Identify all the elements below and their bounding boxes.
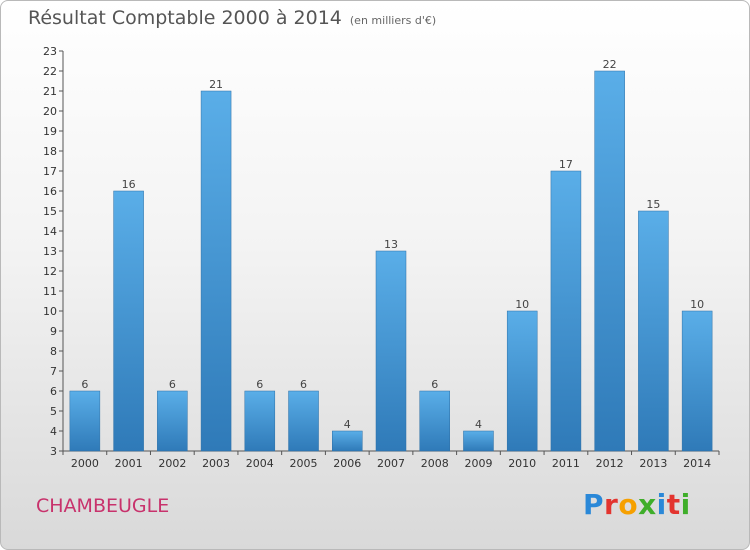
x-tick-label: 2008 xyxy=(421,457,449,470)
bars: 6 16 6 21 6 6 4 13 6 4 10 17 22 15 10 xyxy=(69,58,713,452)
bar xyxy=(332,430,363,452)
bar-value-label: 6 xyxy=(431,378,438,391)
chart-subtitle: (en milliers d'€) xyxy=(349,14,437,27)
bar xyxy=(594,70,625,452)
y-tick-label: 14 xyxy=(43,225,57,238)
y-tick-label: 10 xyxy=(43,305,57,318)
x-tick-label: 2003 xyxy=(202,457,230,470)
bar xyxy=(463,430,494,452)
y-tick-label: 9 xyxy=(50,325,57,338)
bar-value-label: 10 xyxy=(515,298,529,311)
bar-value-label: 22 xyxy=(603,58,617,71)
x-tick-label: 2014 xyxy=(683,457,711,470)
bar xyxy=(506,310,538,452)
bar xyxy=(113,190,144,452)
bar-value-label: 6 xyxy=(256,378,263,391)
bar-value-label: 21 xyxy=(209,78,223,91)
x-tick-label: 2011 xyxy=(552,457,580,470)
y-tick-label: 20 xyxy=(43,105,57,118)
x-tick-label: 2005 xyxy=(290,457,318,470)
x-tick-label: 2012 xyxy=(596,457,624,470)
bar xyxy=(550,170,582,452)
y-tick-label: 23 xyxy=(43,45,57,58)
y-tick-label: 12 xyxy=(43,265,57,278)
commune-name: CHAMBEUGLE xyxy=(36,495,170,517)
bar xyxy=(419,390,450,452)
y-tick-label: 17 xyxy=(43,165,57,178)
bar-value-label: 17 xyxy=(559,158,573,171)
bar xyxy=(69,390,101,452)
bar xyxy=(244,390,276,452)
bar-value-label: 10 xyxy=(690,298,704,311)
bar xyxy=(200,90,232,452)
bar-value-label: 13 xyxy=(384,238,398,251)
bar-value-label: 6 xyxy=(300,378,307,391)
bar-value-label: 4 xyxy=(344,418,351,431)
bar-value-label: 6 xyxy=(169,378,176,391)
proxiti-logo: Proxiti xyxy=(583,488,691,521)
chart-title-text: Résultat Comptable 2000 à 2014 xyxy=(28,7,342,29)
bar xyxy=(681,310,713,452)
y-tick-label: 7 xyxy=(50,365,57,378)
y-tick-label: 8 xyxy=(50,345,57,358)
y-tick-label: 19 xyxy=(43,125,57,138)
x-tick-label: 2010 xyxy=(508,457,536,470)
y-tick-label: 18 xyxy=(43,145,57,158)
y-tick-label: 3 xyxy=(50,445,57,458)
y-tick-label: 6 xyxy=(50,385,57,398)
y-tick-label: 16 xyxy=(43,185,57,198)
y-tick-label: 13 xyxy=(43,245,57,258)
y-tick-label: 21 xyxy=(43,85,57,98)
x-tick-label: 2006 xyxy=(333,457,361,470)
bar-value-label: 16 xyxy=(122,178,136,191)
y-tick-label: 4 xyxy=(50,425,57,438)
x-tick-label: 2004 xyxy=(246,457,274,470)
bar xyxy=(288,390,319,452)
bar xyxy=(157,390,188,452)
x-tick-label: 2009 xyxy=(464,457,492,470)
x-tick-label: 2000 xyxy=(71,457,99,470)
x-tick-label: 2007 xyxy=(377,457,405,470)
x-tick-label: 2001 xyxy=(115,457,143,470)
y-axis: 3 4 5 6 7 8 9 10 11 12 13 14 15 16 17 18 19 20 21 22 23 xyxy=(43,45,64,458)
bar-value-label: 4 xyxy=(475,418,482,431)
y-tick-label: 22 xyxy=(43,65,57,78)
chart-title: Résultat Comptable 2000 à 2014 (en millie… xyxy=(28,7,436,29)
bar-value-label: 15 xyxy=(646,198,660,211)
bar xyxy=(375,250,407,452)
bar xyxy=(638,210,669,452)
x-tick-label: 2002 xyxy=(158,457,186,470)
x-tick-label: 2013 xyxy=(639,457,667,470)
y-tick-label: 15 xyxy=(43,205,57,218)
y-tick-label: 5 xyxy=(50,405,57,418)
y-tick-label: 11 xyxy=(43,285,57,298)
bar-value-label: 6 xyxy=(81,378,88,391)
x-axis: 2000 2001 2002 2003 2004 2005 2006 2007 2008 2009… xyxy=(62,450,720,470)
